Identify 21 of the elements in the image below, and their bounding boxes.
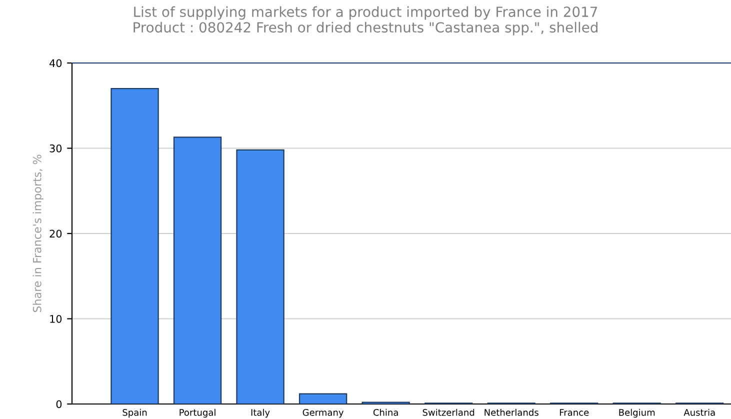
x-tick-label: Portugal (180, 408, 216, 418)
x-tick-label: Netherlands (484, 408, 538, 416)
chart-title: List of supplying markets for a product imported by France in 2017 Product : 080242 Fresh or dried chestnuts "Castanea spp.", shelled (134, 6, 598, 36)
x-tick-label: France (560, 409, 589, 416)
bar (173, 136, 222, 404)
y-tick-label: 40 (50, 59, 62, 68)
y-tick-label: 10 (50, 314, 62, 323)
bar (236, 149, 284, 404)
x-tick-label: Italy (251, 408, 270, 418)
x-tick-label: Austria (684, 408, 715, 416)
x-tick-label: Belgium (619, 408, 655, 418)
y-tick-label: 30 (50, 144, 62, 152)
y-axis-title: Share in France's imports, % (32, 154, 44, 312)
y-tick-label: 20 (50, 230, 62, 238)
x-tick-label: Germany (302, 409, 344, 418)
bar (110, 88, 159, 404)
bar (298, 393, 348, 404)
y-tick-label: 0 (56, 400, 62, 408)
x-tick-label: China (373, 408, 398, 416)
x-tick-label: Switzerland (422, 408, 474, 416)
x-tick-label: Spain (122, 408, 147, 418)
